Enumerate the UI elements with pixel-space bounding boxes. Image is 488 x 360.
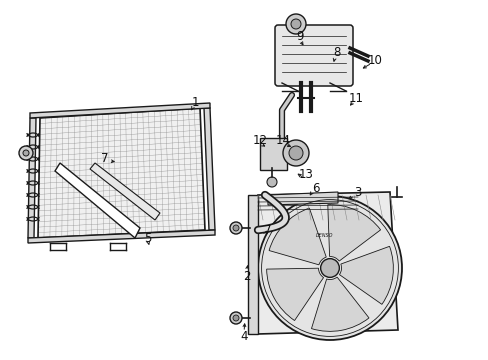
- Text: 7: 7: [101, 152, 108, 165]
- Polygon shape: [247, 195, 258, 334]
- Circle shape: [232, 315, 239, 321]
- Text: 11: 11: [348, 91, 363, 104]
- Wedge shape: [268, 208, 325, 265]
- Polygon shape: [267, 192, 337, 205]
- Circle shape: [229, 312, 242, 324]
- Text: 7: 7: [264, 224, 271, 237]
- Wedge shape: [311, 277, 368, 331]
- Circle shape: [229, 222, 242, 234]
- Polygon shape: [30, 103, 209, 118]
- Circle shape: [258, 196, 401, 340]
- Text: 1: 1: [191, 96, 198, 109]
- Text: 12: 12: [252, 134, 267, 147]
- Text: 4: 4: [240, 330, 247, 343]
- Circle shape: [320, 258, 339, 277]
- Text: 10: 10: [367, 54, 382, 67]
- Polygon shape: [38, 108, 204, 238]
- Circle shape: [232, 225, 239, 231]
- Text: 5: 5: [144, 231, 151, 244]
- Circle shape: [290, 19, 301, 29]
- Wedge shape: [266, 268, 323, 320]
- Polygon shape: [258, 192, 397, 334]
- FancyBboxPatch shape: [274, 25, 352, 86]
- Polygon shape: [28, 230, 215, 243]
- Text: 3: 3: [354, 185, 361, 198]
- Polygon shape: [90, 163, 160, 220]
- Polygon shape: [260, 138, 304, 170]
- Polygon shape: [203, 108, 215, 230]
- Text: 2: 2: [243, 270, 250, 284]
- Text: 8: 8: [333, 46, 340, 59]
- Wedge shape: [339, 246, 392, 304]
- Polygon shape: [55, 163, 140, 238]
- Polygon shape: [28, 118, 36, 238]
- Circle shape: [19, 146, 33, 160]
- Circle shape: [266, 177, 276, 187]
- Text: 13: 13: [298, 168, 313, 181]
- Text: DENSO: DENSO: [316, 233, 333, 238]
- Circle shape: [288, 146, 303, 160]
- Circle shape: [23, 150, 29, 156]
- Circle shape: [283, 140, 308, 166]
- Wedge shape: [327, 204, 380, 261]
- Text: 6: 6: [312, 181, 319, 194]
- Text: 14: 14: [275, 134, 290, 147]
- Text: 9: 9: [296, 30, 303, 42]
- Circle shape: [285, 14, 305, 34]
